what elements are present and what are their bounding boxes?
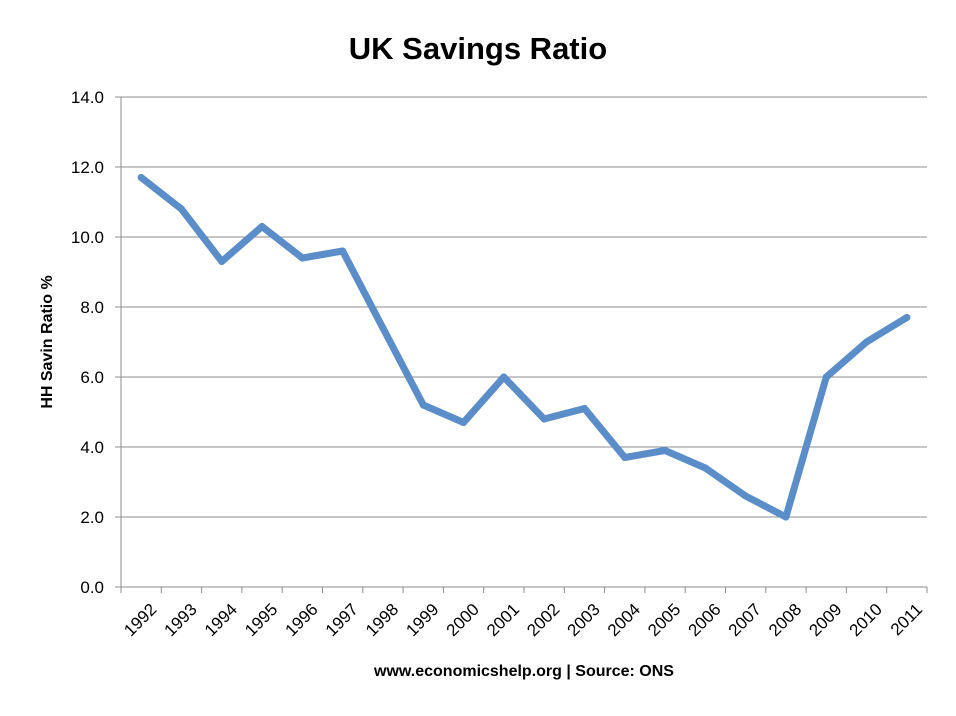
data-point <box>177 205 185 213</box>
y-tick-label: 12.0 <box>71 158 104 177</box>
y-tick-label: 8.0 <box>80 298 104 317</box>
data-point <box>742 492 750 500</box>
data-point <box>298 254 306 262</box>
data-point <box>903 314 911 321</box>
y-tick-label: 14.0 <box>71 88 104 107</box>
x-tick-label: 2009 <box>805 600 845 640</box>
data-point <box>258 223 266 230</box>
x-tick-label: 2010 <box>846 600 886 640</box>
x-tick-label: 1995 <box>241 600 281 640</box>
y-tick-labels: 0.0 2.0 4.0 6.0 8.0 10.0 12.0 14.0 <box>71 88 104 597</box>
data-point <box>661 447 669 454</box>
x-tick-label: 2011 <box>887 600 926 639</box>
data-point <box>460 419 468 426</box>
data-point <box>379 324 387 332</box>
x-tick-label: 2003 <box>564 600 604 640</box>
data-point <box>218 258 226 265</box>
x-tick-labels: 1992 1993 1994 1995 1996 1997 1998 1999 2000 2001… <box>120 600 926 640</box>
y-axis-label: HH Savin Ratio % <box>39 275 56 408</box>
data-point <box>822 373 830 381</box>
x-tick-label: 1996 <box>281 600 321 640</box>
data-point <box>339 247 347 255</box>
data-point <box>782 513 790 521</box>
x-axis-label: www.economicshelp.org | Source: ONS <box>373 663 674 680</box>
data-point <box>863 338 871 346</box>
series-lines <box>137 174 911 521</box>
chart-title: UK Savings Ratio <box>349 31 607 66</box>
x-tick-label: 2002 <box>523 600 563 640</box>
y-tick-label: 4.0 <box>80 438 104 457</box>
x-tick-label: 2001 <box>483 600 523 640</box>
x-tick-label: 2006 <box>684 600 724 640</box>
data-point <box>580 405 588 412</box>
x-tick-label: 2007 <box>725 600 765 640</box>
x-tick-label: 1994 <box>201 600 241 640</box>
x-tick-label: 2000 <box>443 600 483 640</box>
y-tick-label: 0.0 <box>80 578 104 597</box>
data-point <box>701 464 709 472</box>
data-point <box>621 454 629 461</box>
x-tick-label: 2004 <box>604 600 644 640</box>
y-tick-label: 6.0 <box>80 368 104 387</box>
x-tick-label: 1993 <box>161 600 201 640</box>
x-tick-label: 1997 <box>322 600 362 640</box>
data-point <box>419 401 427 409</box>
x-tick-label: 1998 <box>362 600 402 640</box>
x-tick-label: 1992 <box>120 600 160 640</box>
y-tick-label: 2.0 <box>80 508 104 527</box>
data-point <box>137 174 145 181</box>
data-point <box>500 373 508 381</box>
x-tick-label: 2005 <box>644 600 684 640</box>
grid-lines <box>121 96 927 518</box>
series-line <box>137 174 911 521</box>
y-tick-label: 10.0 <box>71 228 104 247</box>
axes <box>115 96 928 593</box>
x-tick-label: 1999 <box>402 600 442 640</box>
data-point <box>540 415 548 423</box>
x-tick-label: 2008 <box>765 600 805 640</box>
